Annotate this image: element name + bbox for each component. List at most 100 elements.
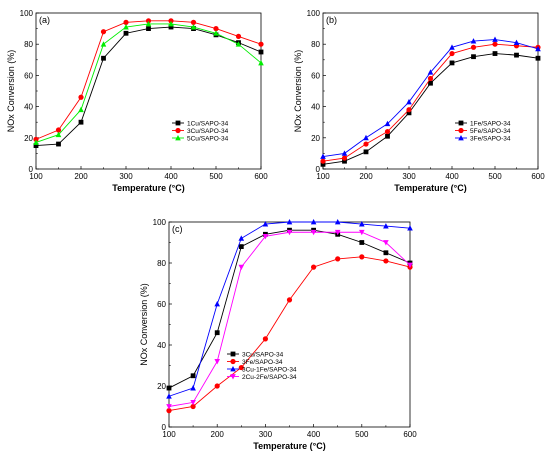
legend-marker <box>230 374 236 380</box>
y-tick-label: 80 <box>157 259 166 268</box>
x-tick-label: 400 <box>307 430 321 439</box>
y-tick-label: 20 <box>157 382 166 391</box>
data-point <box>258 59 264 66</box>
x-tick-label: 500 <box>209 172 223 181</box>
y-tick-label: 100 <box>153 218 167 227</box>
data-point <box>235 33 242 40</box>
x-axis-label: Temperature (°C) <box>112 183 184 193</box>
legend-marker <box>458 127 464 134</box>
data-point <box>238 364 244 371</box>
data-point <box>33 136 39 142</box>
x-tick-label: 600 <box>403 430 417 439</box>
y-tick-label: 60 <box>311 71 320 80</box>
y-axis-label: NOx Conversion (%) <box>139 283 149 366</box>
data-point <box>258 49 264 55</box>
data-point <box>341 150 348 156</box>
chart-panel: 100 200 300 400 500 600 0 20 40 60 80 100 Temperatur… <box>293 9 545 193</box>
data-point <box>535 55 541 61</box>
data-point <box>123 19 129 25</box>
data-point <box>406 110 412 116</box>
data-point <box>385 133 390 139</box>
data-point <box>78 119 84 125</box>
data-point <box>190 385 196 391</box>
data-point <box>407 225 413 231</box>
data-point <box>406 98 412 105</box>
data-point <box>235 41 242 47</box>
data-point <box>311 264 317 270</box>
data-point <box>123 24 129 30</box>
series-line <box>168 256 411 412</box>
data-point <box>359 254 365 260</box>
data-point <box>168 18 174 24</box>
legend-entry: 3Fe/SAPO-34 <box>242 359 283 366</box>
chart-panel: 100 200 300 400 500 600 0 20 40 60 80 100 Temperatur… <box>6 9 268 193</box>
y-tick-label: 20 <box>24 134 33 143</box>
data-point <box>471 54 476 60</box>
x-tick-label: 600 <box>254 172 268 181</box>
y-tick-label: 100 <box>307 9 321 18</box>
data-point <box>146 26 151 31</box>
x-tick-label: 100 <box>29 172 43 181</box>
x-tick-label: 100 <box>316 172 330 181</box>
y-tick-label: 40 <box>311 103 320 112</box>
data-point <box>214 383 220 389</box>
legend-marker <box>175 127 181 134</box>
x-tick-label: 100 <box>162 430 176 439</box>
x-tick-label: 200 <box>211 430 225 439</box>
legend-entry: 5Fe/SAPO-34 <box>470 128 511 135</box>
data-point <box>190 400 196 406</box>
data-point <box>214 330 220 336</box>
legend-entry: 1Cu/SAPO-34 <box>187 120 229 127</box>
data-point <box>470 44 477 50</box>
data-point <box>359 229 365 236</box>
legend-entry: 3Cu-1Fe/SAPO-34 <box>242 366 297 373</box>
data-point <box>334 229 341 236</box>
legend-entry: 3Fe/SAPO-34 <box>470 135 511 142</box>
y-tick-label: 40 <box>24 103 33 112</box>
data-point <box>214 359 220 365</box>
data-point <box>384 128 391 135</box>
data-point <box>407 262 413 269</box>
data-point <box>214 301 220 307</box>
data-point <box>320 161 326 167</box>
data-point <box>168 20 174 27</box>
data-point <box>428 80 433 86</box>
data-point <box>33 143 39 148</box>
data-point <box>100 29 107 35</box>
data-point <box>190 19 197 25</box>
y-tick-label: 80 <box>311 40 320 49</box>
data-point <box>190 24 197 30</box>
data-point <box>33 139 39 145</box>
data-point <box>492 36 498 42</box>
series-line <box>322 43 539 162</box>
x-tick-label: 500 <box>488 172 502 181</box>
data-point <box>383 223 389 229</box>
legend-marker <box>230 351 236 357</box>
y-tick-label: 0 <box>29 165 34 174</box>
legend-marker <box>230 358 236 365</box>
legend-entry: 1Fe/SAPO-34 <box>470 120 511 127</box>
y-tick-label: 40 <box>157 341 166 350</box>
legend-entry: 5Cu/SAPO-34 <box>187 135 229 142</box>
y-axis-label: NOx Conversion (%) <box>293 50 303 133</box>
data-point <box>320 158 326 164</box>
data-point <box>363 134 369 141</box>
y-axis-label: NOx Conversion (%) <box>6 50 16 133</box>
data-point <box>262 233 269 240</box>
x-axis-label: Temperature (°C) <box>394 183 466 193</box>
series-line <box>168 229 411 389</box>
x-tick-label: 600 <box>531 172 545 181</box>
data-point <box>213 30 219 36</box>
data-point <box>359 240 365 245</box>
data-point <box>166 408 172 414</box>
data-point <box>123 30 129 36</box>
data-point <box>262 336 268 342</box>
x-axis-label: Temperature (°C) <box>253 441 325 451</box>
data-point <box>406 107 412 113</box>
data-point <box>190 403 196 410</box>
data-point <box>492 51 498 56</box>
data-point <box>514 52 519 58</box>
data-point <box>166 393 172 399</box>
